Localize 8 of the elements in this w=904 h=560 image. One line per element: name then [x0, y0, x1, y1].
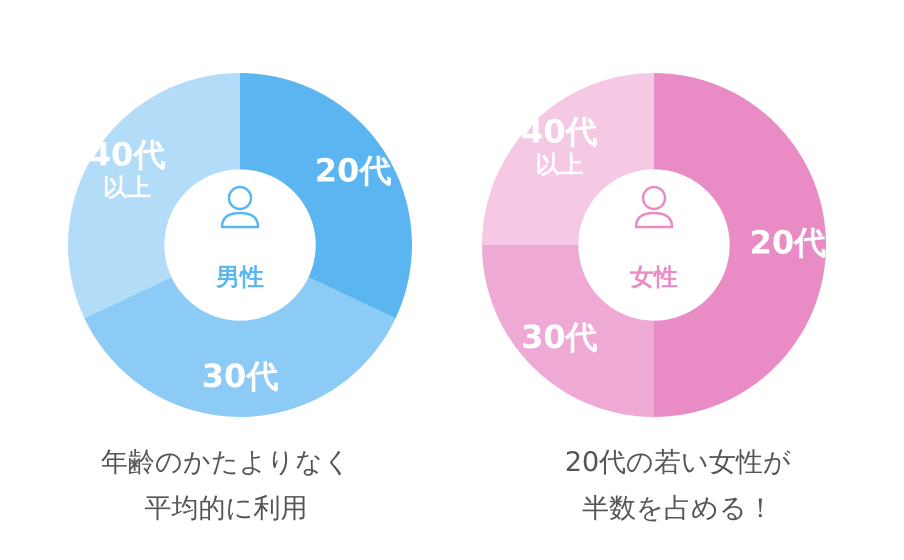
slice-label: 30代	[521, 318, 598, 356]
text: 女性	[629, 263, 678, 292]
text: 男性	[215, 263, 264, 292]
text: 年齢のかたよりなく平均的に利用	[100, 446, 352, 526]
slice-label: 20代	[750, 223, 826, 262]
slice-label: 20代	[314, 152, 392, 190]
text: 20代の若い女性が半数を占める！	[564, 446, 792, 526]
slice-label: 30代	[202, 357, 278, 396]
